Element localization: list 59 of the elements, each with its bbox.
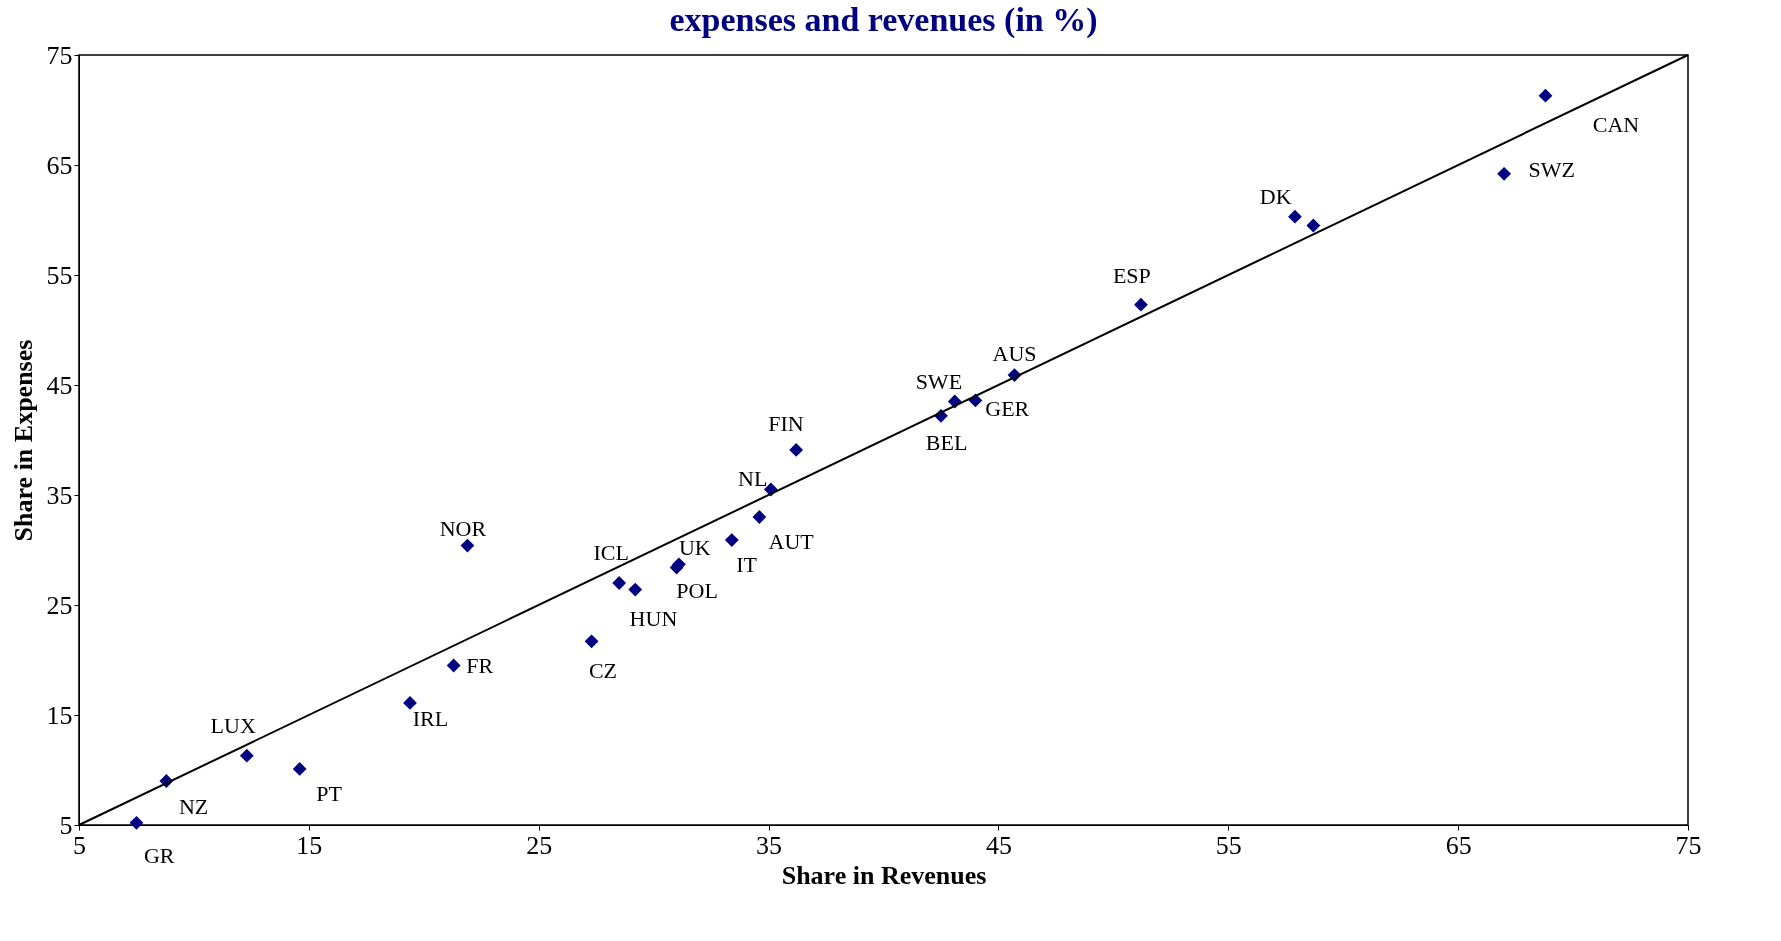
annotation: SWE [915,369,963,395]
annotation: AUS [992,340,1037,366]
annotation: POL [676,578,718,604]
x-tick-label: 35 [756,830,783,860]
annotation: IRL [412,705,449,731]
annotation: LUX [210,713,256,739]
point [1497,166,1512,181]
x-tick-label: 75 [1675,830,1702,860]
annotation: ESP [1112,263,1151,289]
point [129,815,144,830]
annotation: SWZ [1528,157,1576,183]
annotation: NL [738,466,768,492]
x-tick-label: 25 [526,830,553,860]
annotation: GER [985,396,1030,422]
point [1306,218,1321,233]
annotation: CZ [588,657,617,683]
y-axis-title: Share in Expenses [8,339,38,542]
annotation: BEL [925,430,968,456]
y-tick-label: 75 [46,40,73,70]
annotation: DK [1259,184,1292,210]
annotation: PT [316,780,343,806]
annotation: FR [466,652,494,678]
point [239,748,254,763]
point [1288,209,1302,224]
y-tick-label: 65 [46,150,73,180]
y-tick-label: 55 [46,260,73,290]
point [752,510,767,524]
chart-title: expenses and revenues (in %) [669,1,1098,39]
point [403,696,417,710]
point [292,762,307,776]
y-tick-label: 5 [59,810,73,840]
y-tick-label: 35 [46,480,73,510]
point [446,658,461,673]
x-tick-label: 65 [1445,830,1472,860]
point [628,582,643,597]
y-tick-label: 45 [46,370,73,400]
point [1134,297,1148,312]
annotation: AUT [768,528,815,554]
point [789,443,804,457]
y-tick-label: 25 [46,590,73,620]
annotation: NZ [178,794,209,820]
annotation: UK [678,535,711,561]
x-tick-label: 15 [296,830,323,860]
y-tick-label: 15 [46,700,73,730]
point [612,576,627,590]
annotation: IT [736,552,758,578]
x-tick-label: 45 [985,830,1012,860]
point [724,533,739,547]
x-tick-label: 55 [1215,830,1242,860]
point [584,634,599,649]
annotation: CAN [1592,112,1640,138]
point [460,538,475,553]
annotation: NOR [439,515,487,541]
annotation: ICL [593,540,629,566]
annotation: FIN [768,410,804,436]
point [1538,88,1553,103]
x-axis-title: Share in Revenues [781,860,987,890]
annotation: HUN [629,606,678,632]
annotation: GR [143,842,175,868]
